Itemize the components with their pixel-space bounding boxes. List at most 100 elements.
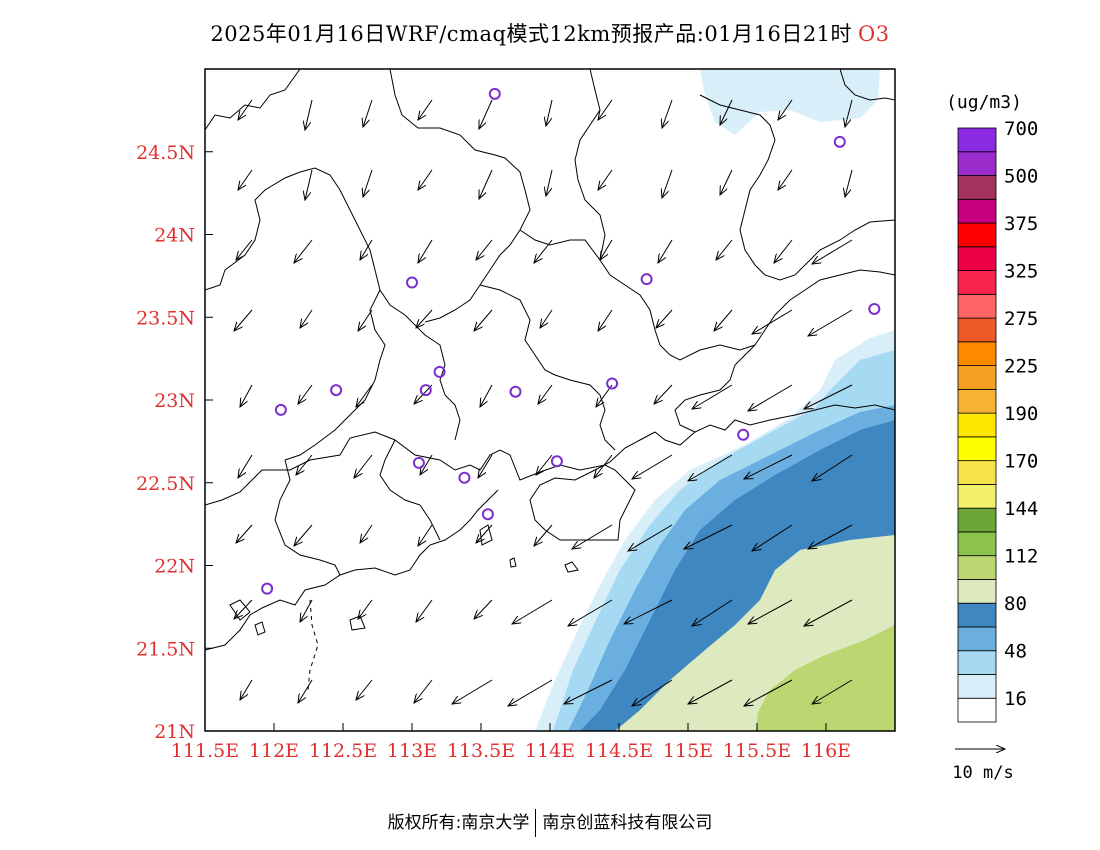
coast-line-1 — [205, 431, 636, 541]
station-marker — [488, 87, 501, 100]
wind-arrow — [305, 99, 313, 130]
station-marker — [606, 377, 619, 390]
boundary-west — [205, 167, 461, 441]
wind-arrow — [804, 599, 853, 626]
wind-arrow — [598, 309, 613, 331]
wind-arrow — [479, 99, 493, 129]
wind-arrow — [354, 454, 373, 478]
colorbar-swatch — [957, 341, 997, 366]
wind-arrow — [296, 454, 313, 475]
wind-arrow — [238, 454, 253, 478]
wind-arrow — [452, 679, 493, 704]
colorbar-swatch — [957, 317, 997, 343]
wind-arrow — [360, 239, 373, 260]
wind-arrow — [420, 454, 433, 475]
boundary-east-2 — [754, 269, 895, 346]
wind-arrow — [654, 384, 673, 404]
wind-arrow — [845, 99, 853, 127]
wind-arrow — [632, 679, 673, 706]
wind-arrow — [744, 454, 793, 479]
wind-arrow — [716, 239, 733, 260]
islands — [229, 524, 579, 636]
wind-arrow — [300, 309, 313, 328]
colorbar: 16 48 80 112 144 170 190 225 275 325 375 500 700 — [957, 118, 1038, 723]
coast-line-2 — [205, 489, 499, 651]
wind-arrow — [236, 524, 253, 543]
footer-separator — [535, 809, 537, 837]
wind-arrow — [546, 169, 553, 196]
boundary-west-2 — [284, 289, 386, 461]
wind-arrow — [358, 309, 373, 331]
colorbar-label: 16 — [1004, 688, 1027, 710]
wind-arrow — [598, 99, 613, 120]
wind-arrow — [778, 99, 793, 120]
wind-arrow — [688, 454, 733, 481]
wind-arrow — [748, 599, 793, 624]
colorbar-swatch — [957, 365, 997, 390]
station-marker — [261, 582, 274, 595]
island-1 — [229, 599, 251, 621]
wind-arrow — [632, 454, 673, 479]
boundary-east-1 — [674, 344, 756, 433]
lat-tick-label: 22.5N — [136, 473, 195, 495]
wind-arrow — [294, 524, 313, 546]
station-marker — [330, 384, 343, 397]
colorbar-swatch — [957, 650, 997, 675]
colorbar-swatch — [957, 246, 997, 271]
colorbar-swatch — [957, 579, 997, 604]
map-title: 2025年01月16日WRF/cmaq模式12km预报产品:01月16日21时 O… — [0, 18, 1100, 48]
colorbar-swatch — [957, 697, 997, 723]
lon-tick-label: 112E — [249, 740, 299, 762]
wind-arrow — [748, 384, 793, 411]
wind-arrow — [572, 524, 613, 549]
colorbar-swatch — [957, 602, 997, 628]
wind-arrow — [508, 679, 553, 706]
wind-arrow — [628, 524, 673, 551]
title-text: 2025年01月16日WRF/cmaq模式12km预报产品:01月16日21时 — [210, 22, 853, 46]
vector-legend-label: 10 m/s — [952, 763, 1013, 783]
colorbar-swatch — [957, 674, 997, 699]
colorbar-label: 225 — [1004, 356, 1038, 378]
wind-arrow — [234, 309, 253, 331]
lon-tick-label: 111.5E — [171, 740, 239, 762]
lat-axis: 21N 21.5N 22N 22.5N 23N 23.5N 24N 24.5N — [136, 142, 213, 743]
wind-arrow — [479, 169, 493, 199]
wind-arrow — [476, 239, 493, 260]
colorbar-swatch — [957, 175, 997, 200]
colorbar-swatch — [957, 507, 997, 533]
wind-arrow — [358, 599, 373, 619]
station-marker — [433, 365, 446, 378]
lat-tick-label: 21.5N — [136, 638, 195, 660]
wind-arrow — [564, 679, 613, 704]
lat-tick-label: 22N — [154, 556, 195, 578]
boundary-sw — [274, 459, 341, 576]
wind-arrow — [534, 524, 553, 546]
wind-arrow — [812, 239, 853, 264]
wind-arrow — [714, 309, 733, 331]
wind-arrow — [684, 524, 733, 549]
wind-arrow — [305, 169, 313, 200]
wind-arrow — [536, 454, 553, 475]
station-marker — [274, 403, 287, 416]
colorbar-label: 325 — [1004, 261, 1038, 283]
station-marker — [550, 455, 563, 468]
lon-tick-label: 116E — [801, 740, 851, 762]
wind-arrow — [476, 524, 493, 543]
wind-arrow — [480, 384, 493, 407]
wind-arrow — [356, 384, 373, 407]
lon-tick-label: 114.5E — [585, 740, 653, 762]
colorbar-swatch — [957, 460, 997, 485]
wind-arrow — [752, 309, 793, 334]
island-4 — [479, 524, 493, 546]
colorbar-swatch — [957, 222, 997, 248]
colorbar-swatch — [957, 127, 997, 153]
station-marker — [509, 385, 522, 398]
lat-tick-label: 23.5N — [136, 307, 195, 329]
wind-arrow — [538, 384, 553, 404]
copyright-footer: 版权所有:南京大学 南京创蓝科技有限公司 — [0, 808, 1100, 837]
colorbar-swatch — [957, 531, 997, 557]
wind-arrow — [656, 309, 673, 328]
wind-arrow — [692, 599, 733, 626]
lon-axis: 111.5E 112E 112.5E 113E 113.5E 114E 114.5E 115E… — [171, 723, 851, 762]
footer-right: 南京创蓝科技有限公司 — [542, 813, 713, 833]
